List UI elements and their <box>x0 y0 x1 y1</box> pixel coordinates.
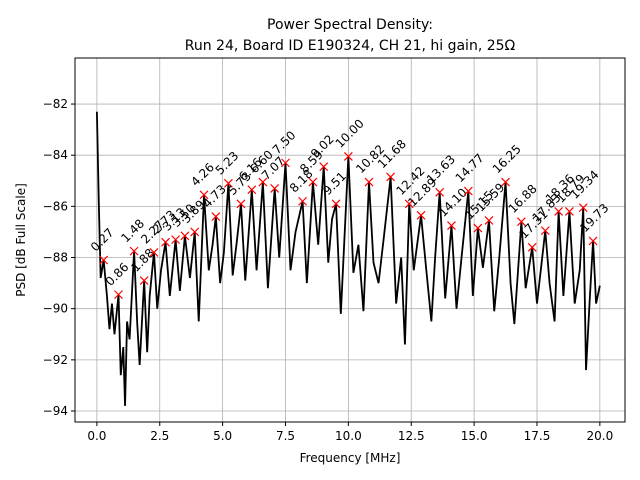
peak-marker <box>463 186 473 196</box>
peak-marker <box>114 290 123 300</box>
peak-label: 16.25 <box>490 142 524 176</box>
y-axis-label: PSD [dB Full Scale] <box>14 183 28 297</box>
peak-marker <box>199 190 209 200</box>
peak-marker <box>99 255 109 265</box>
peak-marker <box>588 236 598 246</box>
y-tick-label: −84 <box>43 148 68 162</box>
peak-marker <box>298 196 308 206</box>
peak-marker <box>484 216 494 225</box>
y-tick-label: −86 <box>43 199 68 213</box>
y-tick-label: −90 <box>43 302 68 316</box>
peak-marker <box>236 199 246 209</box>
y-tick-label: −94 <box>43 404 68 418</box>
x-tick-label: 0.0 <box>87 429 106 443</box>
peak-marker <box>578 203 588 213</box>
peak-marker <box>129 246 139 256</box>
x-tick-label: 7.5 <box>276 429 295 443</box>
peak-marker <box>308 177 318 187</box>
peak-marker <box>554 207 564 216</box>
plot-frame <box>74 57 626 423</box>
peak-marker <box>171 235 181 245</box>
chart-title: Power Spectral Density: <box>267 17 433 33</box>
peak-marker <box>223 178 233 188</box>
peak-label: 14.77 <box>453 151 487 185</box>
peak-label: 13.63 <box>424 152 458 186</box>
peak-label: 7.50 <box>270 128 299 157</box>
peak-marker <box>139 276 149 285</box>
peak-marker <box>404 199 414 209</box>
peak-marker <box>540 226 550 236</box>
peak-marker <box>247 185 257 195</box>
peak-marker <box>149 247 159 257</box>
peak-marker <box>527 242 537 252</box>
peak-marker <box>435 187 445 197</box>
peak-marker <box>190 227 200 237</box>
peak-marker <box>364 177 374 187</box>
peak-label: 0.27 <box>88 225 117 254</box>
chart-subtitle: Run 24, Board ID E190324, CH 21, hi gain… <box>185 38 516 54</box>
peak-marker <box>564 207 574 216</box>
x-axis-label: Frequency [MHz] <box>300 451 401 465</box>
peak-marker <box>343 152 353 161</box>
peak-label: 10.00 <box>333 116 367 150</box>
x-tick-label: 17.5 <box>524 429 551 443</box>
y-tick-label: −82 <box>43 97 68 111</box>
peak-marker <box>270 184 280 193</box>
peak-label: 4.26 <box>188 160 217 189</box>
peak-marker <box>501 177 510 187</box>
x-tick-label: 15.0 <box>461 429 488 443</box>
peak-marker <box>258 177 268 187</box>
x-tick-label: 5.0 <box>213 429 232 443</box>
peak-marker <box>319 162 329 172</box>
x-tick-label: 12.5 <box>398 429 425 443</box>
peak-marker <box>161 237 170 247</box>
peak-marker <box>386 172 396 182</box>
y-tick-label: −88 <box>43 251 68 265</box>
peak-marker <box>447 221 456 230</box>
peak-marker <box>331 199 341 209</box>
peak-marker <box>416 210 426 220</box>
x-tick-label: 10.0 <box>335 429 362 443</box>
peak-marker <box>211 212 221 222</box>
peak-marker <box>180 231 190 241</box>
peak-marker <box>281 158 290 168</box>
x-tick-label: 20.0 <box>586 429 613 443</box>
peak-marker <box>473 223 483 233</box>
peak-marker <box>516 217 526 227</box>
x-tick-label: 2.5 <box>150 429 169 443</box>
y-tick-label: −92 <box>43 353 68 367</box>
